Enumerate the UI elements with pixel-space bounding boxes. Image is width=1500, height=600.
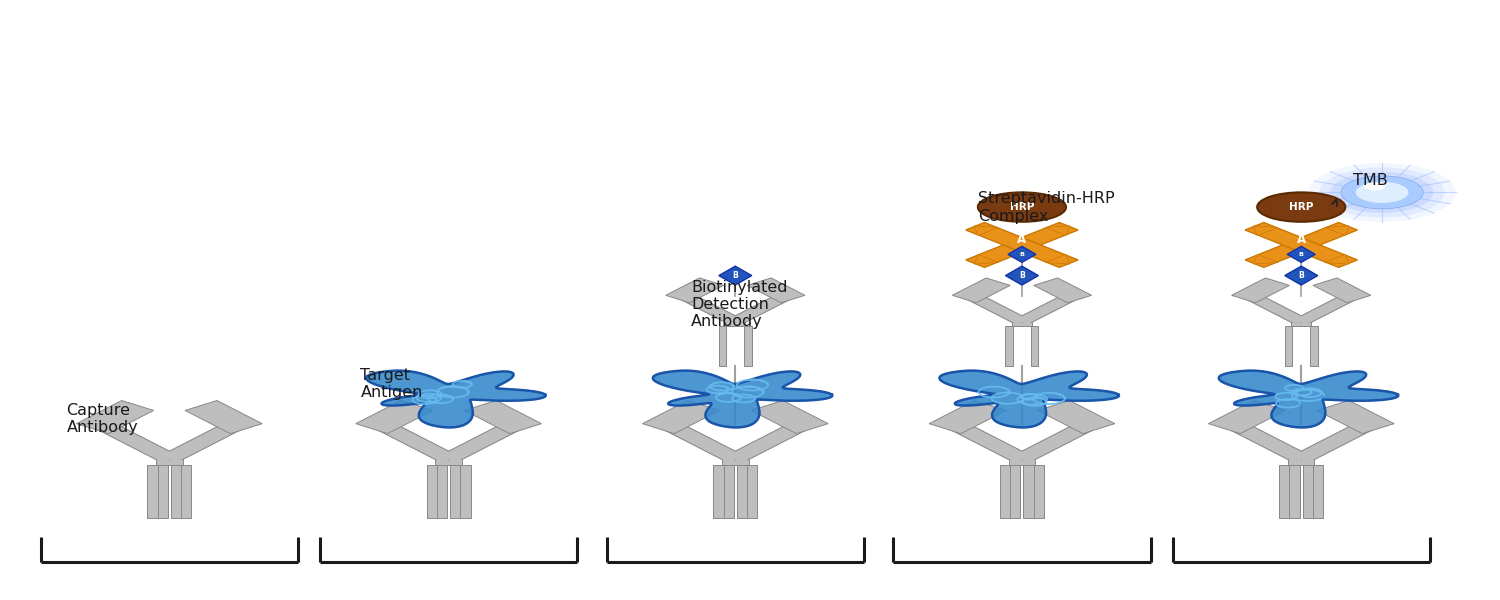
Bar bbox=[1008, 459, 1035, 464]
Text: Target
Antigen: Target Antigen bbox=[360, 368, 423, 400]
Bar bbox=[1280, 464, 1290, 518]
Bar bbox=[465, 400, 542, 434]
Bar bbox=[156, 459, 183, 464]
Bar bbox=[356, 400, 434, 434]
Bar bbox=[1245, 223, 1358, 268]
Bar bbox=[1013, 322, 1032, 326]
Bar bbox=[966, 223, 1078, 268]
Bar bbox=[1005, 326, 1013, 366]
Bar bbox=[1290, 464, 1300, 518]
Polygon shape bbox=[1287, 247, 1316, 262]
Bar bbox=[1288, 459, 1314, 464]
Bar bbox=[1038, 400, 1114, 434]
Text: Biotinylated
Detection
Antibody: Biotinylated Detection Antibody bbox=[692, 280, 788, 329]
Bar bbox=[436, 464, 447, 518]
Text: Capture
Antibody: Capture Antibody bbox=[66, 403, 138, 435]
Text: A: A bbox=[1017, 233, 1026, 245]
Text: TMB: TMB bbox=[1353, 173, 1388, 188]
Polygon shape bbox=[1005, 266, 1038, 285]
Bar bbox=[426, 464, 436, 518]
Bar bbox=[158, 464, 168, 518]
Polygon shape bbox=[1220, 371, 1398, 427]
Bar bbox=[722, 459, 748, 464]
Bar bbox=[966, 223, 1078, 268]
Polygon shape bbox=[652, 371, 833, 427]
Circle shape bbox=[1320, 167, 1444, 217]
Bar bbox=[1034, 278, 1092, 303]
Bar bbox=[747, 464, 758, 518]
Text: Streptavidin-HRP
Complex: Streptavidin-HRP Complex bbox=[978, 191, 1114, 224]
Text: B: B bbox=[1020, 252, 1025, 257]
Polygon shape bbox=[974, 226, 999, 236]
Polygon shape bbox=[1046, 254, 1070, 264]
Ellipse shape bbox=[978, 193, 1066, 222]
Bar bbox=[928, 400, 1007, 434]
Bar bbox=[744, 326, 752, 366]
Polygon shape bbox=[1254, 254, 1278, 264]
Polygon shape bbox=[974, 254, 999, 264]
Polygon shape bbox=[1046, 226, 1070, 236]
Bar bbox=[666, 278, 723, 303]
Bar bbox=[1209, 400, 1286, 434]
Polygon shape bbox=[1254, 226, 1278, 236]
Polygon shape bbox=[1324, 226, 1348, 236]
Text: B: B bbox=[1299, 271, 1304, 280]
Polygon shape bbox=[1286, 266, 1317, 285]
Bar bbox=[736, 464, 747, 518]
Bar bbox=[1310, 326, 1318, 366]
Bar bbox=[723, 464, 734, 518]
Circle shape bbox=[1330, 172, 1434, 213]
Bar bbox=[1034, 464, 1044, 518]
Bar bbox=[450, 464, 460, 518]
Bar bbox=[1302, 464, 1312, 518]
Ellipse shape bbox=[1257, 193, 1346, 222]
Bar bbox=[1317, 400, 1394, 434]
Polygon shape bbox=[939, 371, 1119, 427]
Circle shape bbox=[1341, 176, 1422, 209]
Bar bbox=[952, 278, 1010, 303]
Circle shape bbox=[1353, 181, 1412, 204]
Bar bbox=[171, 464, 182, 518]
Text: HRP: HRP bbox=[1288, 202, 1314, 212]
Bar bbox=[752, 400, 828, 434]
Bar bbox=[1000, 464, 1010, 518]
Bar bbox=[435, 459, 462, 464]
Polygon shape bbox=[1008, 247, 1036, 262]
Bar bbox=[714, 464, 723, 518]
Bar bbox=[642, 400, 720, 434]
Bar bbox=[1245, 223, 1358, 268]
Bar bbox=[1030, 326, 1038, 366]
Polygon shape bbox=[1324, 254, 1348, 264]
Bar bbox=[726, 322, 746, 326]
Bar bbox=[1292, 322, 1311, 326]
Bar bbox=[184, 400, 262, 434]
Bar bbox=[718, 326, 726, 366]
Bar bbox=[1312, 278, 1371, 303]
Text: HRP: HRP bbox=[1010, 202, 1034, 212]
Bar bbox=[1284, 326, 1293, 366]
Bar bbox=[1023, 464, 1034, 518]
Bar bbox=[1312, 464, 1323, 518]
Bar bbox=[747, 278, 806, 303]
Circle shape bbox=[1356, 182, 1408, 203]
Text: B: B bbox=[732, 271, 738, 280]
Polygon shape bbox=[718, 266, 752, 285]
Bar bbox=[182, 464, 192, 518]
Bar bbox=[460, 464, 471, 518]
Bar bbox=[147, 464, 158, 518]
Circle shape bbox=[1365, 182, 1384, 191]
Text: B: B bbox=[1019, 271, 1025, 280]
Circle shape bbox=[1341, 176, 1424, 209]
Text: A: A bbox=[1296, 233, 1306, 245]
Circle shape bbox=[1308, 163, 1455, 222]
Bar bbox=[1232, 278, 1290, 303]
Bar bbox=[1010, 464, 1020, 518]
Polygon shape bbox=[366, 371, 546, 427]
Text: B: B bbox=[1299, 252, 1304, 257]
Bar bbox=[76, 400, 153, 434]
